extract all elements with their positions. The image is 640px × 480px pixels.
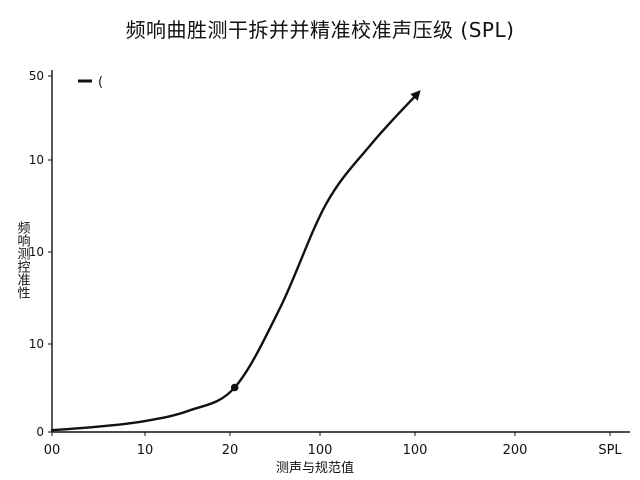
x-axis-label: 测声与规范值 <box>276 460 354 476</box>
data-point-marker <box>230 383 239 392</box>
x-tick-label: 00 <box>44 443 61 458</box>
y-tick-label: 10 <box>29 337 44 351</box>
x-tick-label: 100 <box>403 443 428 458</box>
x-tick-label: SPL <box>598 443 622 458</box>
y-tick-label: 10 <box>29 245 44 259</box>
chart-title: 频响曲胜测干拆并并精准校准声压级 (SPL) <box>125 18 515 42</box>
x-tick-label: 10 <box>137 443 154 458</box>
x-tick-label: 20 <box>222 443 239 458</box>
y-tick-label: 10 <box>29 153 44 167</box>
series-line <box>50 90 421 432</box>
y-tick-label: 50 <box>29 69 44 83</box>
x-tick-label: 200 <box>503 443 528 458</box>
legend-label: ( <box>98 75 103 90</box>
y-axis-label: 频响测控准性 <box>15 221 31 299</box>
y-tick-label: 0 <box>36 425 44 439</box>
x-tick-label: 100 <box>308 443 333 458</box>
